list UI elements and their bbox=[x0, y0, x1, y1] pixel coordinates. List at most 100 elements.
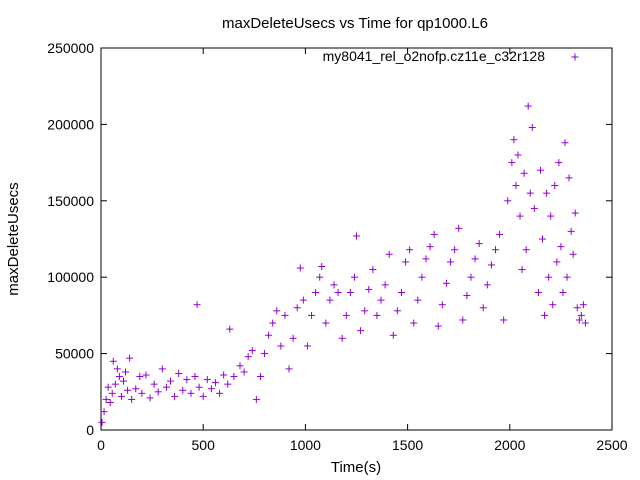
data-point bbox=[191, 373, 199, 381]
data-point bbox=[122, 368, 130, 376]
data-point bbox=[475, 240, 483, 248]
data-point bbox=[414, 296, 422, 304]
data-point bbox=[377, 296, 385, 304]
data-point bbox=[350, 273, 358, 281]
x-axis: 0 500 1000 1500 2000 2500 bbox=[97, 48, 628, 453]
data-point bbox=[526, 189, 534, 197]
data-point bbox=[541, 311, 549, 319]
data-points bbox=[98, 102, 589, 426]
data-point bbox=[479, 304, 487, 312]
data-point bbox=[569, 250, 577, 258]
data-point bbox=[520, 169, 528, 177]
data-point bbox=[115, 373, 123, 381]
data-point bbox=[207, 385, 215, 393]
data-point bbox=[334, 288, 342, 296]
data-point bbox=[518, 266, 526, 274]
data-point bbox=[119, 377, 127, 385]
data-point bbox=[553, 258, 561, 266]
data-point bbox=[98, 418, 106, 426]
data-point bbox=[226, 325, 234, 333]
data-point bbox=[308, 311, 316, 319]
data-point bbox=[430, 230, 438, 238]
data-point bbox=[434, 322, 442, 330]
x-tick-label: 1500 bbox=[392, 437, 423, 453]
data-point bbox=[187, 389, 195, 397]
data-point bbox=[203, 376, 211, 384]
y-axis-title: maxDeleteUsecs bbox=[5, 182, 22, 295]
data-point bbox=[369, 266, 377, 274]
data-point bbox=[524, 102, 532, 110]
data-point bbox=[547, 212, 555, 220]
data-point bbox=[265, 331, 273, 339]
data-point bbox=[216, 389, 224, 397]
data-point bbox=[410, 319, 418, 327]
plot-frame bbox=[100, 47, 613, 431]
data-point bbox=[303, 342, 311, 350]
data-point bbox=[146, 394, 154, 402]
y-tick-label: 0 bbox=[86, 422, 94, 438]
data-point bbox=[322, 319, 330, 327]
data-point bbox=[220, 371, 228, 379]
data-point bbox=[108, 389, 116, 397]
data-point bbox=[142, 371, 150, 379]
data-point bbox=[128, 395, 136, 403]
data-point bbox=[528, 123, 536, 131]
data-point bbox=[102, 395, 110, 403]
data-point bbox=[496, 230, 504, 238]
data-point bbox=[373, 311, 381, 319]
data-point bbox=[406, 246, 414, 254]
data-point bbox=[442, 279, 450, 287]
data-point bbox=[565, 174, 573, 182]
data-point bbox=[549, 301, 557, 309]
data-point bbox=[393, 307, 401, 315]
data-point bbox=[342, 311, 350, 319]
data-point bbox=[299, 296, 307, 304]
data-point bbox=[563, 273, 571, 281]
data-point bbox=[136, 373, 144, 381]
y-tick-label: 200000 bbox=[47, 116, 94, 132]
x-tick-label: 1000 bbox=[290, 437, 321, 453]
data-point bbox=[530, 204, 538, 212]
legend-label: my8041_rel_o2nofp.cz11e_c32r128 bbox=[323, 48, 546, 64]
data-point bbox=[491, 246, 499, 254]
data-point bbox=[451, 246, 459, 254]
data-point bbox=[316, 273, 324, 281]
data-point bbox=[361, 307, 369, 315]
data-point bbox=[117, 392, 125, 400]
data-point bbox=[104, 383, 112, 391]
data-point bbox=[426, 243, 434, 251]
data-point bbox=[455, 224, 463, 232]
data-point bbox=[353, 232, 360, 240]
data-point bbox=[508, 159, 516, 167]
data-point bbox=[557, 243, 565, 251]
data-point bbox=[438, 301, 446, 309]
x-tick-label: 2500 bbox=[596, 437, 627, 453]
data-point bbox=[467, 273, 475, 281]
data-point bbox=[158, 365, 166, 373]
data-point bbox=[534, 288, 542, 296]
data-point bbox=[150, 380, 158, 388]
legend-marker bbox=[571, 53, 579, 61]
legend-plus-marker bbox=[571, 53, 579, 61]
data-point bbox=[252, 395, 260, 403]
data-point bbox=[459, 316, 467, 324]
data-point bbox=[162, 383, 170, 391]
data-point bbox=[154, 388, 162, 396]
data-point bbox=[338, 334, 346, 342]
chart-title: maxDeleteUsecs vs Time for qp1000.L6 bbox=[222, 15, 488, 32]
data-point bbox=[236, 362, 244, 370]
data-point bbox=[296, 264, 304, 272]
x-tick-label: 2000 bbox=[494, 437, 525, 453]
data-point bbox=[281, 311, 289, 319]
y-tick-label: 100000 bbox=[47, 269, 94, 285]
data-point bbox=[471, 255, 479, 263]
data-point bbox=[179, 386, 187, 394]
data-point bbox=[381, 281, 389, 289]
x-tick-label: 500 bbox=[192, 437, 216, 453]
data-point bbox=[577, 311, 585, 319]
data-point bbox=[195, 383, 203, 391]
data-point bbox=[536, 166, 544, 174]
data-point bbox=[256, 373, 264, 381]
data-point bbox=[447, 258, 455, 266]
data-point bbox=[357, 327, 365, 335]
